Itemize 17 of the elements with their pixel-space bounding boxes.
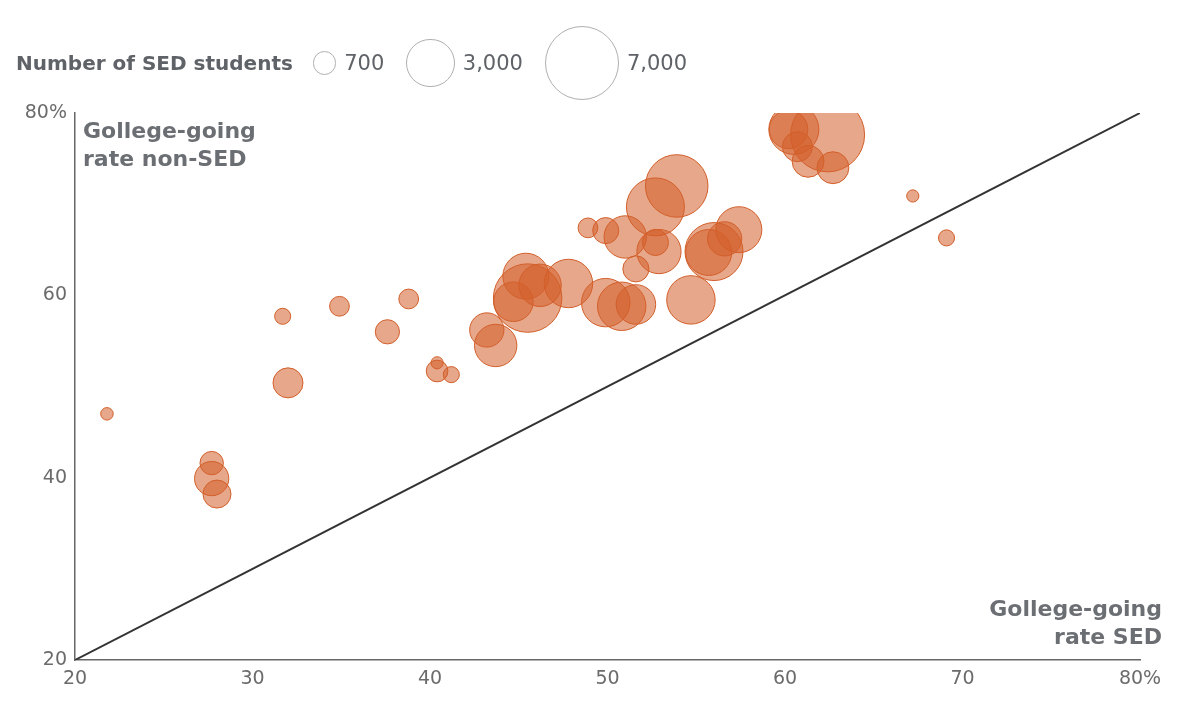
x-tick-label: 60 — [772, 666, 798, 689]
x-tick-label: 50 — [595, 666, 620, 689]
legend-label: 700 — [344, 51, 385, 75]
x-tick-label: 80% — [1118, 666, 1162, 689]
y-tick-label: 20 — [42, 646, 67, 669]
x-tick-label: 20 — [62, 666, 88, 689]
y-tick-label: 40 — [42, 464, 67, 487]
legend-label: 7,000 — [626, 51, 688, 75]
y-axis-title: Gollege-going rate non-SED — [83, 117, 257, 173]
y-tick-label: 80% — [24, 99, 67, 122]
x-tick-label: 70 — [950, 666, 975, 689]
legend-title: Number of SED students — [16, 51, 293, 75]
y-tick-label: 60 — [42, 282, 67, 305]
x-tick-label: 40 — [417, 666, 443, 689]
x-tick-label: 30 — [240, 666, 265, 689]
legend-label: 3,000 — [462, 51, 523, 75]
x-axis-title: Gollege-going rate SED — [988, 595, 1162, 651]
